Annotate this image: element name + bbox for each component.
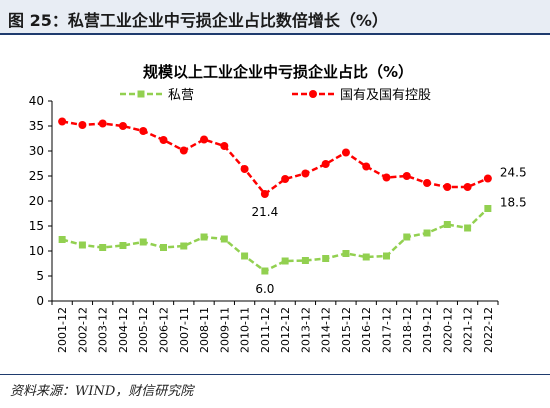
x-tick-label: 2011-12 [259,307,272,353]
x-tick-label: 2002-12 [76,307,89,353]
source-note: 资料来源：WIND，财信研究院 [10,384,194,399]
data-point [99,244,107,251]
series-layer [58,117,492,275]
x-tick-label: 2003-12 [97,307,110,353]
data-point [220,235,228,243]
data-point [321,160,330,168]
data-point [241,252,249,260]
data-point [119,242,127,249]
data-point [179,146,188,155]
x-tick-label: 2020-12 [441,307,454,353]
axes: 0 5 10 15 20 25 30 35 40 2001-12 2002-12 2003-12 200… [29,94,499,353]
data-point [78,121,87,129]
data-point [382,173,391,182]
series-private [58,205,492,275]
figure-header: 图 25：私营工业企业中亏损企业占比数倍增长（%） [0,0,550,35]
legend-label-state: 国有及国有控股 [340,88,431,103]
data-point [260,190,269,198]
data-point [180,242,188,250]
data-point [261,267,269,275]
data-point [341,148,350,157]
y-tick-label: 30 [29,144,44,158]
legend-item-private: 私营 [120,88,194,103]
data-point [402,172,411,180]
x-tick-label: 2017-12 [381,307,394,353]
y-tick-label: 20 [29,194,44,208]
data-point [383,252,390,260]
x-tick-label: 2010-11 [239,307,252,353]
data-point [423,179,432,187]
series-line [61,207,489,273]
data-point [464,224,472,232]
series-state [58,117,492,198]
data-point [58,236,66,243]
y-tick-label: 5 [36,269,44,283]
data-point [423,229,431,237]
legend-label-private: 私营 [168,88,194,103]
x-tick-label: 2014-12 [320,307,333,353]
y-tick-label: 10 [29,244,44,258]
data-point [159,136,168,144]
x-tick-label: 2006-12 [158,307,171,353]
series-line [61,120,489,196]
x-tick-label: 2009-11 [218,307,231,353]
legend-item-state: 国有及国有控股 [292,88,431,103]
y-tick-label: 40 [29,94,44,108]
x-tick-label: 2022-12 [482,307,495,353]
x-tick-label: 2012-12 [279,307,292,353]
data-point [200,233,208,241]
data-point [443,183,452,191]
data-point [281,257,289,265]
bottom-rule [0,374,550,375]
x-tick-label: 2004-12 [117,307,130,353]
y-tick-label: 0 [36,294,44,308]
data-point [483,174,492,183]
y-tick-label: 25 [29,169,44,183]
data-point [139,127,148,135]
data-label: 18.5 [500,196,527,210]
data-point [98,119,107,128]
data-point [118,122,127,130]
figure-title: 图 25：私营工业企业中亏损企业占比数倍增长（%） [8,11,388,30]
data-point [362,162,371,171]
x-tick-label: 2015-12 [340,307,353,353]
data-point [139,238,147,246]
x-tick-label: 2019-12 [421,307,434,353]
data-point [200,135,209,144]
legend: 私营 国有及国有控股 [120,88,431,103]
y-tick-label: 15 [29,219,44,233]
x-tick-label: 2018-12 [401,307,414,353]
data-point [403,233,411,241]
legend-marker-private [137,90,145,98]
data-point [463,183,472,191]
data-point [484,205,492,212]
data-point [301,257,309,264]
data-label: 6.0 [255,282,274,296]
data-point [58,117,67,126]
data-label: 21.4 [252,205,279,219]
data-label: 24.5 [500,166,527,180]
data-point [281,175,290,183]
x-tick-label: 2001-12 [56,307,69,353]
x-tick-label: 2005-12 [137,307,150,353]
data-point [240,165,249,173]
data-point [301,169,310,178]
x-tick-label: 2007-11 [178,307,191,353]
data-point [78,241,86,249]
data-labels: 21.4 24.5 6.0 18.5 [252,166,527,297]
x-tick-label: 2016-12 [360,307,373,353]
data-point [322,255,330,262]
data-point [443,221,451,228]
x-tick-label: 2021-12 [462,307,475,353]
x-tick-label: 2008-11 [198,307,211,353]
chart-title: 规模以上工业企业中亏损企业占比（%） [143,63,413,81]
data-point [220,142,229,150]
line-chart: 规模以上工业企业中亏损企业占比（%） 私营 国有及国有控股 0 5 10 15 20 25… [29,63,527,353]
data-point [362,253,370,261]
legend-marker-state [309,90,317,98]
data-point [160,244,167,251]
x-tick-label: 2013-12 [299,307,312,353]
data-point [342,250,350,257]
y-tick-label: 35 [29,119,44,133]
